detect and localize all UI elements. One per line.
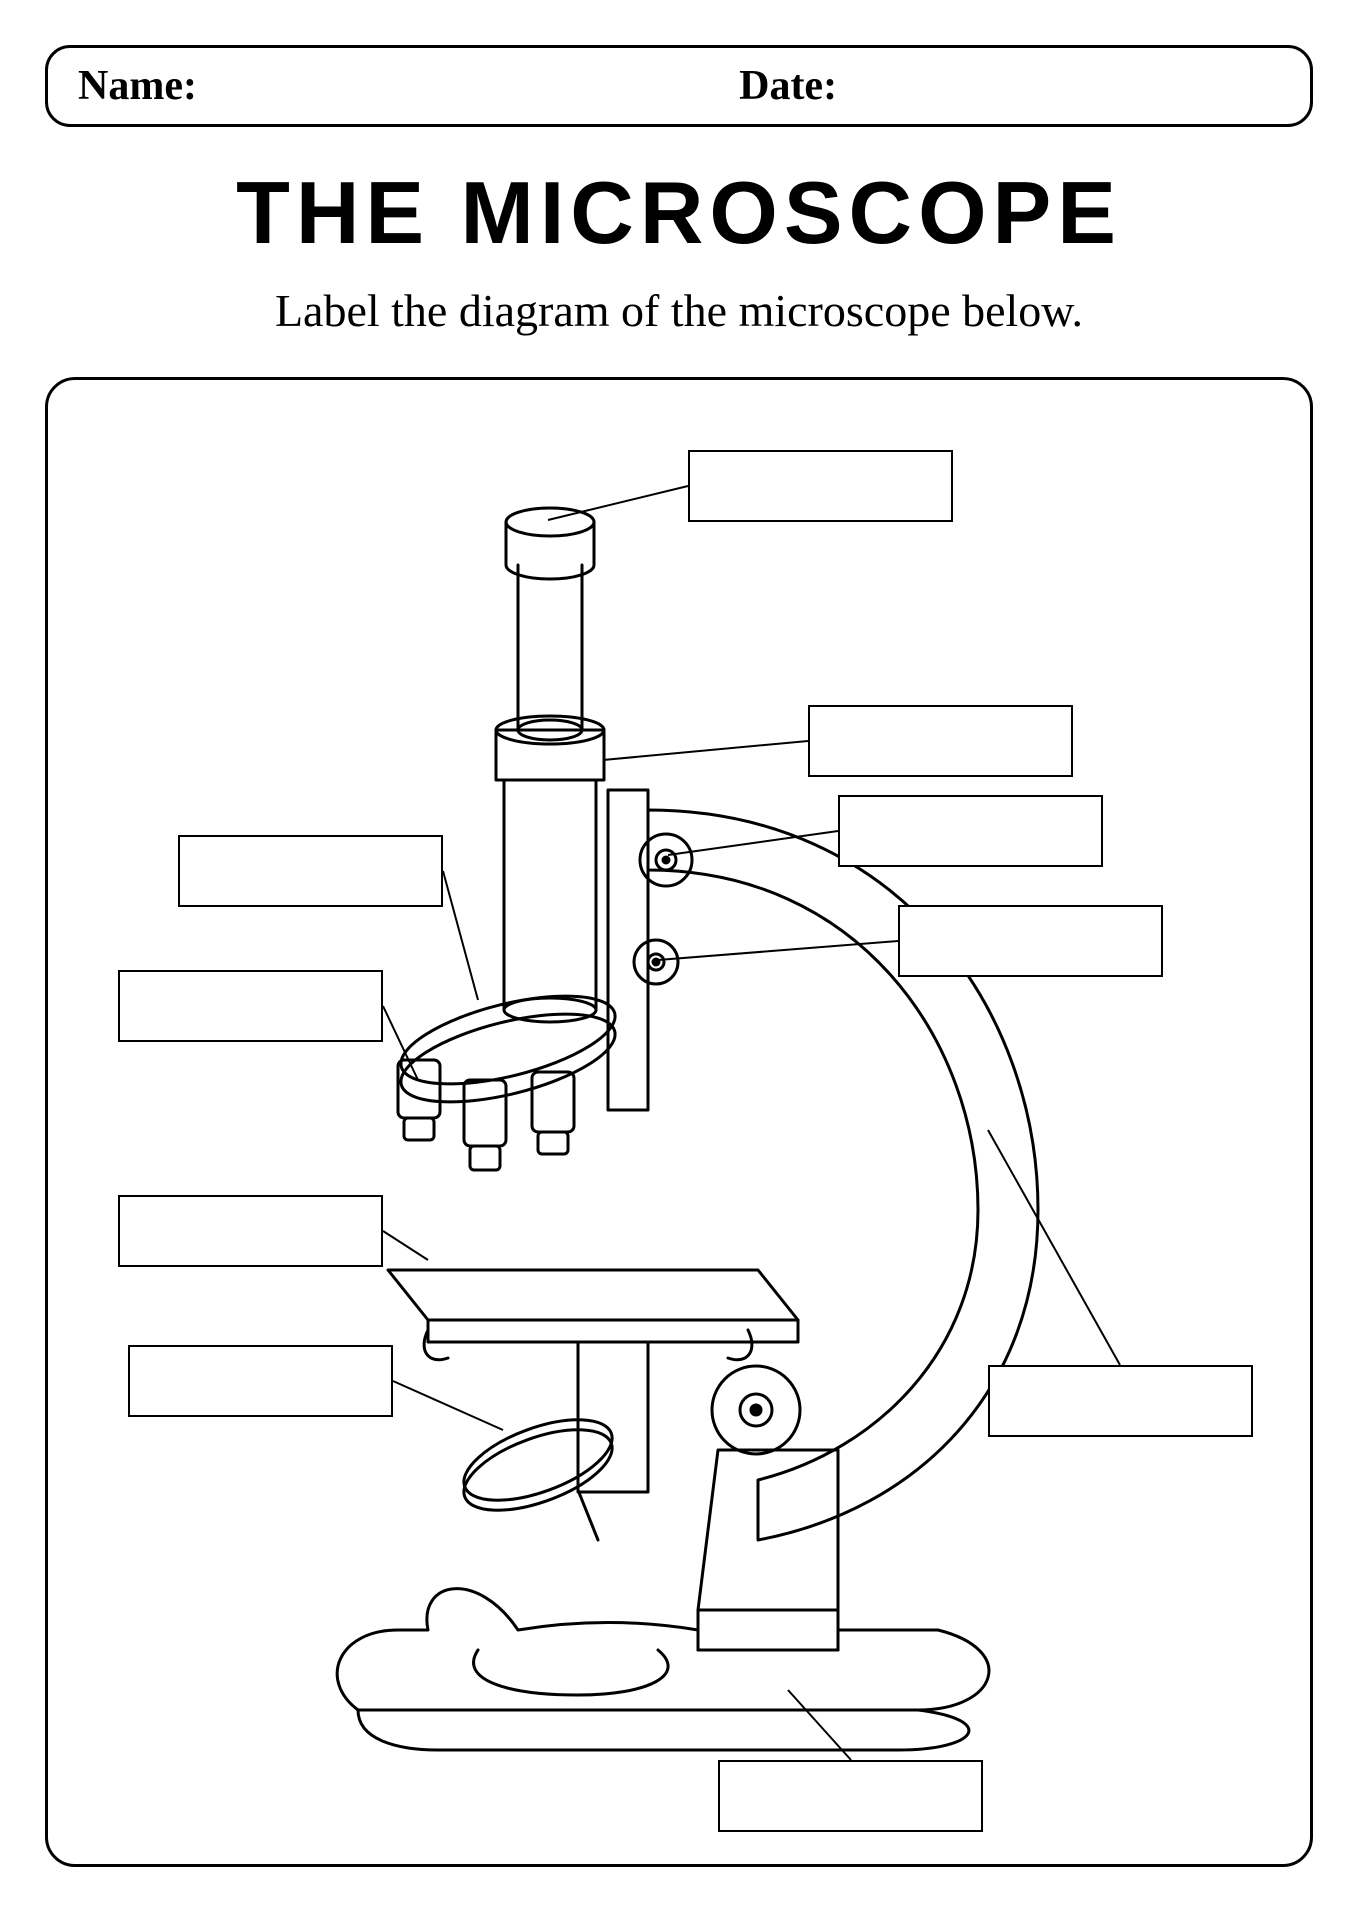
leader-line-nosepiece [443,871,478,1000]
label-box-fine-adjust[interactable] [898,905,1163,977]
date-field-label[interactable]: Date: [739,62,1280,110]
diagram-stage [48,380,1310,1864]
label-box-arm[interactable] [988,1365,1253,1437]
diagram-container [45,377,1313,1867]
leader-line-coarse-adjust [668,831,838,855]
leader-lines [48,380,1310,1864]
name-field-label[interactable]: Name: [78,62,739,110]
label-box-nosepiece[interactable] [178,835,443,907]
instruction-text: Label the diagram of the microscope belo… [45,284,1313,337]
name-date-box: Name: Date: [45,45,1313,127]
label-box-base[interactable] [718,1760,983,1832]
leader-line-fine-adjust [658,941,898,960]
leader-line-stage [383,1231,428,1260]
leader-line-mirror [393,1381,503,1430]
leader-line-arm [988,1130,1120,1365]
label-box-coarse-adjust[interactable] [838,795,1103,867]
label-box-mirror[interactable] [128,1345,393,1417]
worksheet-title: THE MICROSCOPE [45,162,1313,264]
label-box-body-tube[interactable] [808,705,1073,777]
label-box-eyepiece[interactable] [688,450,953,522]
leader-line-objective-lens [383,1006,418,1080]
leader-line-base [788,1690,851,1760]
label-box-stage[interactable] [118,1195,383,1267]
label-box-objective-lens[interactable] [118,970,383,1042]
leader-line-eyepiece [548,486,688,520]
leader-line-body-tube [603,741,808,760]
